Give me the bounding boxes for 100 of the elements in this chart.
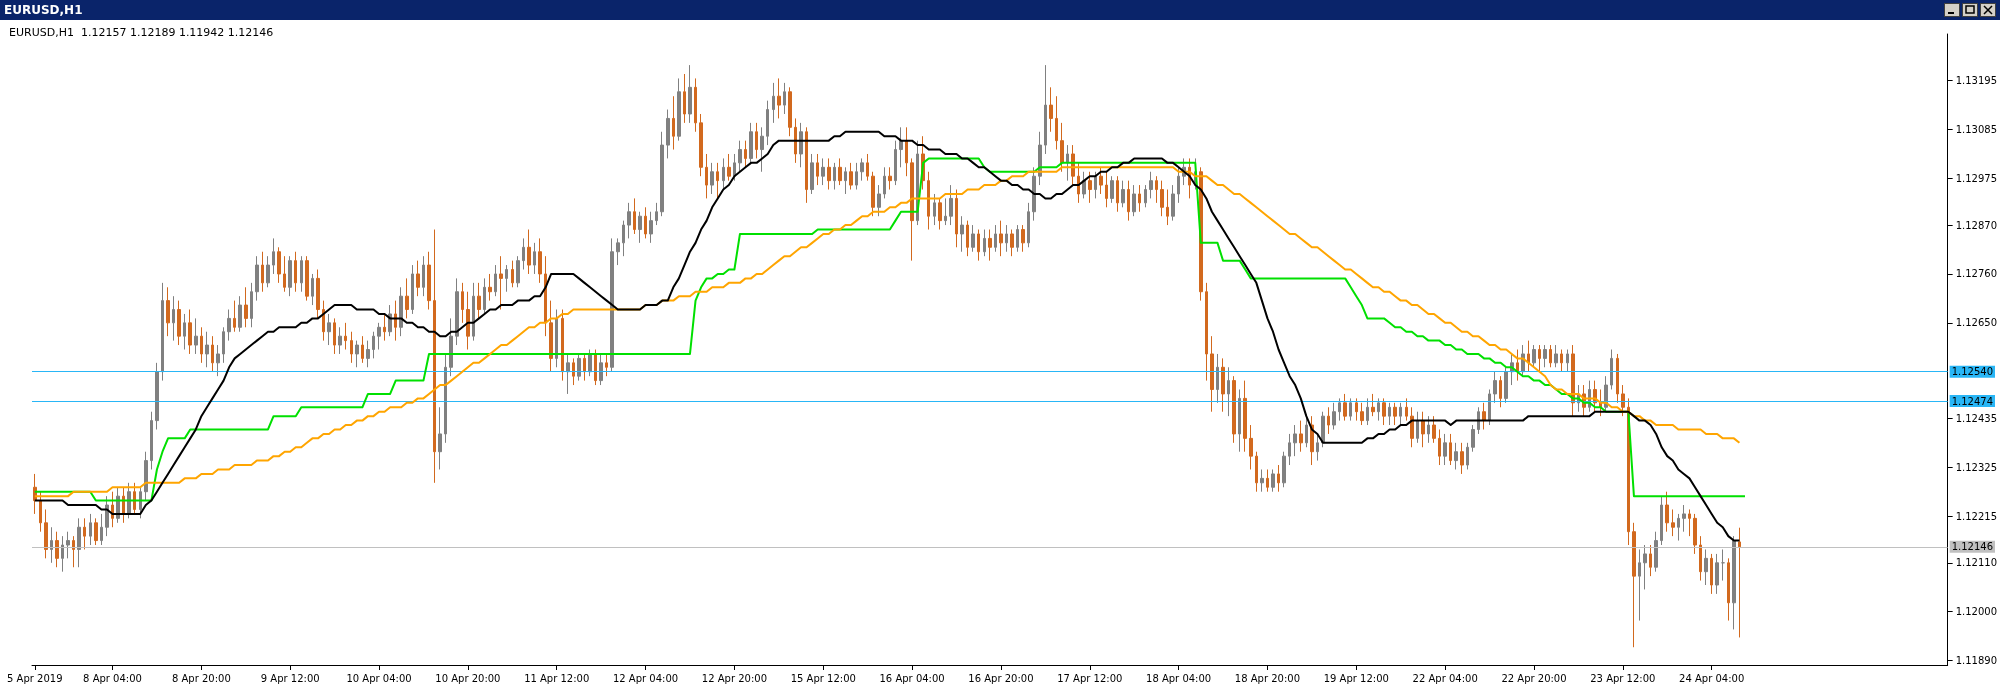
candlestick	[1094, 171, 1097, 199]
candlestick	[983, 229, 986, 257]
candlestick	[583, 353, 586, 382]
candlestick	[1638, 548, 1641, 622]
candlestick	[772, 82, 775, 124]
candlestick	[1566, 349, 1569, 373]
candlestick	[427, 251, 431, 311]
candlestick	[1699, 535, 1702, 582]
candlestick	[1016, 224, 1019, 253]
candlestick	[894, 140, 897, 186]
candlestick	[566, 353, 570, 395]
x-tick-label: 17 Apr 12:00	[1057, 672, 1123, 684]
candlestick	[966, 220, 969, 257]
candlestick	[760, 126, 764, 173]
candlestick	[544, 255, 547, 337]
candlestick	[250, 282, 253, 328]
candlestick	[1721, 548, 1725, 582]
candlestick	[77, 517, 81, 568]
candlestick	[1554, 344, 1558, 368]
candlestick	[838, 157, 842, 186]
candlestick	[1221, 357, 1225, 413]
candlestick	[977, 229, 980, 262]
candlestick	[1021, 224, 1025, 253]
candlestick	[327, 313, 331, 346]
candlestick	[1044, 64, 1047, 155]
candlestick	[794, 117, 797, 164]
candlestick	[333, 317, 336, 355]
candlestick	[627, 202, 631, 239]
candlestick	[844, 166, 847, 195]
candlestick	[1516, 349, 1519, 382]
candlestick	[577, 353, 581, 382]
x-tick-label: 18 Apr 04:00	[1146, 672, 1212, 684]
candlestick	[1216, 353, 1219, 404]
candlestick	[227, 309, 231, 342]
candlestick	[438, 406, 442, 470]
candlestick	[89, 513, 92, 546]
candlestick	[649, 211, 653, 244]
candlestick	[744, 140, 747, 168]
ref-line-label: 1.12474	[1951, 395, 1994, 407]
candlestick	[1543, 344, 1547, 368]
candlestick	[1160, 180, 1164, 217]
candlestick	[738, 140, 742, 173]
candlestick	[1460, 442, 1464, 475]
candlestick	[1138, 184, 1141, 213]
candlestick	[827, 157, 831, 191]
candlestick	[1621, 384, 1625, 417]
candlestick	[749, 122, 753, 164]
candlestick	[588, 349, 592, 377]
candlestick	[705, 153, 708, 199]
candlestick	[1360, 402, 1364, 426]
candlestick	[238, 295, 242, 333]
candlestick	[1155, 175, 1158, 204]
candlestick	[1616, 353, 1619, 404]
candlestick	[755, 122, 758, 159]
candlestick	[1654, 531, 1658, 573]
candlestick	[1393, 402, 1397, 426]
candlestick	[66, 531, 70, 559]
candlestick	[1116, 175, 1119, 213]
candlestick	[372, 331, 375, 359]
x-tick-label: 9 Apr 12:00	[260, 672, 320, 684]
candlestick	[810, 153, 814, 195]
candlestick	[538, 237, 542, 284]
candlestick	[205, 331, 209, 368]
candlestick	[244, 286, 248, 328]
candlestick	[1260, 468, 1264, 493]
candlestick	[322, 300, 325, 342]
candlestick	[821, 157, 825, 186]
candlestick	[883, 166, 886, 199]
candlestick	[1149, 171, 1153, 199]
candlestick	[816, 153, 819, 186]
x-tick-label: 10 Apr 20:00	[435, 672, 501, 684]
candlestick	[1121, 180, 1125, 208]
candlestick	[1005, 224, 1008, 253]
x-tick-label: 18 Apr 20:00	[1234, 672, 1301, 684]
candlestick	[722, 157, 725, 191]
candlestick	[433, 229, 436, 484]
candlestick	[361, 335, 364, 364]
candlestick	[1477, 406, 1480, 435]
candlestick	[483, 277, 486, 315]
candlestick	[366, 340, 370, 368]
candlestick	[999, 220, 1003, 257]
candlestick	[799, 122, 803, 168]
candlestick	[44, 508, 48, 559]
candlestick	[994, 224, 997, 253]
candlestick	[61, 535, 64, 573]
x-tick-label: 12 Apr 04:00	[612, 672, 679, 684]
candlestick	[561, 309, 564, 382]
candlestick	[39, 491, 42, 533]
candlestick	[1132, 184, 1136, 217]
y-tick-label: 1.13195	[1955, 75, 1998, 87]
candlestick	[1427, 415, 1430, 444]
x-tick-label: 16 Apr 20:00	[968, 672, 1034, 684]
candlestick	[949, 184, 953, 226]
candlestick	[1704, 548, 1708, 586]
candlestick	[505, 264, 508, 293]
candlestick	[200, 326, 203, 364]
candlestick	[50, 526, 53, 564]
candlestick	[1293, 424, 1297, 457]
candlestick	[294, 251, 297, 293]
x-tick-label: 24 Apr 04:00	[1679, 672, 1745, 684]
